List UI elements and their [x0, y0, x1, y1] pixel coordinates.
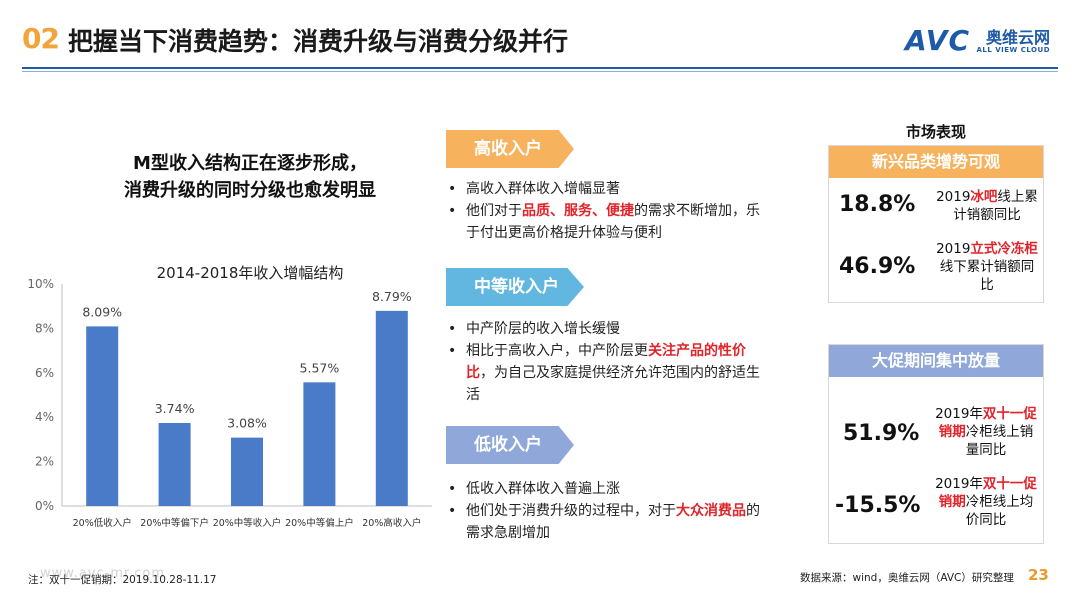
tag-middle-income: 中等收入户 [446, 268, 584, 306]
stat-value: -15.5% [835, 493, 921, 518]
stat-value: 51.9% [843, 421, 920, 446]
page-number: 23 [1028, 566, 1049, 584]
header-divider [22, 67, 1058, 69]
high-income-bullets: 高收入群体收入增幅显著 他们对于品质、服务、便捷的需求不断增加，乐于付出更高价格… [446, 178, 766, 244]
bar [375, 310, 408, 506]
stat-description: 2019立式冷冻柜线下累计销额同比 [936, 241, 1038, 293]
stat-description: 2019年双十一促销期冷柜线上均价同比 [935, 476, 1037, 528]
y-tick-label: 4% [35, 410, 54, 424]
bar [158, 422, 191, 506]
data-label: 3.08% [227, 416, 267, 431]
brand-logo-en: ALL VIEW CLOUD [976, 46, 1050, 54]
highlight-text: 品质、服务、便捷 [522, 203, 634, 219]
section-number: 02 [22, 22, 60, 55]
list-item: 相比于高收入户，中产阶层更关注产品的性价比，为自己及家庭提供经济允许范围内的舒适… [446, 340, 766, 406]
panel-new-categories: 新兴品类增势可观 18.8% 2019冰吧线上累计销额同比 46.9% 2019… [828, 145, 1044, 303]
bar [231, 437, 263, 506]
market-title: 市场表现 [905, 123, 966, 141]
middle-income-bullets: 中产阶层的收入增长缓慢 相比于高收入户，中产阶层更关注产品的性价比，为自己及家庭… [446, 318, 766, 406]
bar [86, 326, 119, 506]
data-label: 8.79% [372, 289, 412, 304]
category-label: 20%低收入户 [73, 517, 132, 529]
stat-description: 2019冰吧线上累计销额同比 [936, 189, 1038, 223]
tag-high-income: 高收入户 [446, 130, 574, 168]
panel-header: 大促期间集中放量 [829, 345, 1043, 377]
data-label: 5.57% [300, 360, 340, 375]
brand-logo-cn: 奥维云网 [985, 28, 1050, 47]
y-tick-label: 0% [35, 499, 54, 513]
highlight-text: 大众消费品 [676, 503, 746, 519]
panel-header: 新兴品类增势可观 [829, 146, 1043, 178]
stat-value: 18.8% [839, 192, 916, 217]
list-item: 他们对于品质、服务、便捷的需求不断增加，乐于付出更高价格提升体验与便利 [446, 200, 766, 244]
brand-logo: AVC [905, 24, 970, 57]
headline-line-1: M型收入结构正在逐步形成， [133, 153, 367, 174]
y-tick-label: 10% [27, 277, 54, 291]
list-item: 他们处于消费升级的过程中，对于大众消费品的需求急剧增加 [446, 500, 766, 544]
stat-value: 46.9% [839, 254, 916, 279]
panel-promotion-period: 大促期间集中放量 51.9% 2019年双十一促销期冷柜线上销量同比 -15.5… [828, 344, 1044, 544]
page-title: 把握当下消费趋势：消费升级与消费分级并行 [68, 27, 569, 56]
y-tick-label: 6% [35, 366, 54, 380]
y-tick-label: 8% [35, 321, 54, 335]
list-item: 高收入群体收入增幅显著 [446, 178, 766, 200]
headline: M型收入结构正在逐步形成， 消费升级的同时分级也愈发明显 [100, 150, 400, 204]
low-income-bullets: 低收入群体收入普遍上涨 他们处于消费升级的过程中，对于大众消费品的需求急剧增加 [446, 478, 766, 544]
footnote: 注：双十一促销期：2019.10.28-11.17 [28, 574, 217, 586]
bar [303, 382, 336, 506]
category-label: 20%中等偏上户 [285, 517, 354, 529]
category-label: 20%中等偏下户 [140, 517, 209, 529]
list-item: 中产阶层的收入增长缓慢 [446, 318, 766, 340]
chart-title: 2014-2018年收入增幅结构 [156, 264, 344, 282]
income-growth-bar-chart: 0% 2% 4% 6% 8% 10% 8.09% 20%低收入户 3.74% 20%中等偏下户 3.… [27, 277, 432, 529]
tag-low-income: 低收入户 [446, 426, 574, 464]
stat-description: 2019年双十一促销期冷柜线上销量同比 [935, 406, 1037, 458]
headline-line-2: 消费升级的同时分级也愈发明显 [124, 180, 376, 201]
highlight-text: 关注产品的性价比 [466, 343, 746, 381]
watermark-url: www.avc-mr.com [40, 566, 166, 581]
data-source: 数据来源：wind，奥维云网（AVC）研究整理 [800, 572, 1014, 584]
category-label: 20%高收入户 [362, 517, 421, 529]
header-divider-thin [22, 71, 1058, 72]
category-label: 20%中等收入户 [213, 517, 282, 529]
data-label: 3.74% [155, 401, 195, 416]
list-item: 低收入群体收入普遍上涨 [446, 478, 766, 500]
y-tick-label: 2% [35, 455, 54, 469]
data-label: 8.09% [82, 304, 122, 319]
